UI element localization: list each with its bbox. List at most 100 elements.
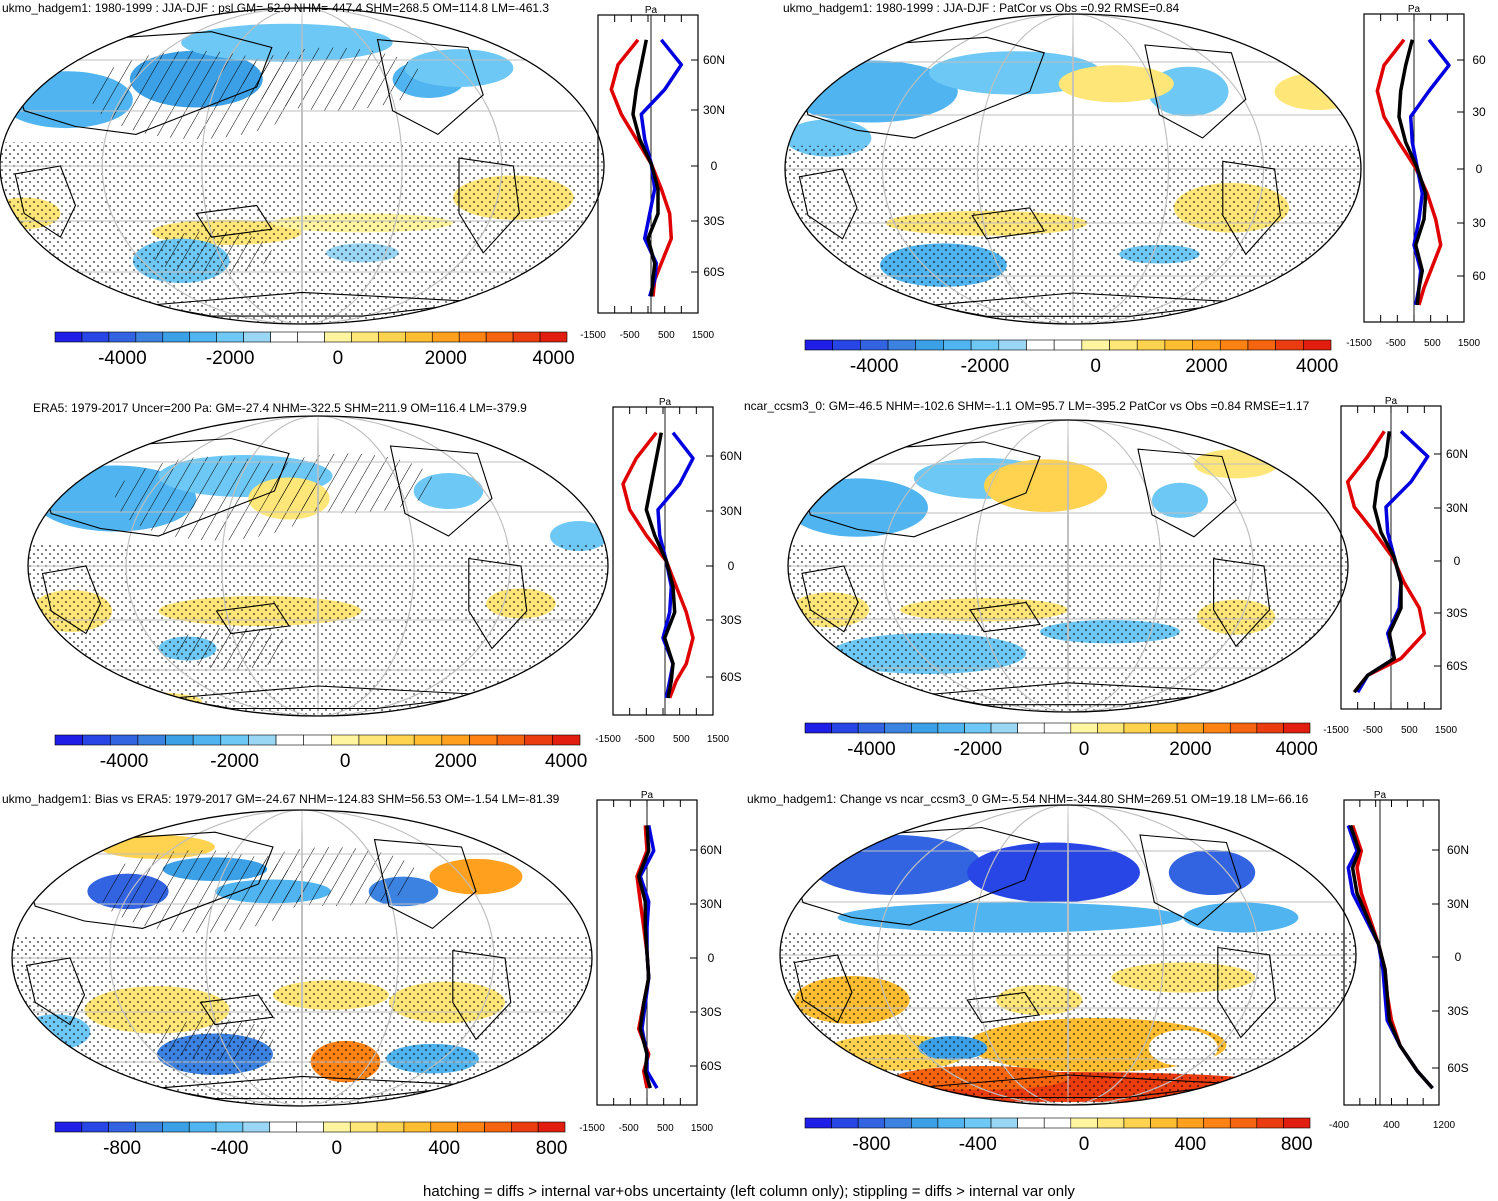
colorbar-swatch: [81, 1121, 109, 1133]
profile-lat-label: 60N: [700, 843, 722, 857]
profile-series-ensemble-mean: [1397, 39, 1428, 306]
longitude-gridline: [882, 420, 1254, 712]
colorbar-tick-label: -2000: [953, 739, 1002, 760]
colorbar-swatch: [269, 1121, 297, 1133]
colorbar-swatch: [162, 331, 191, 343]
profile-lat-label: 0: [1476, 162, 1483, 176]
colorbar-swatch: [1017, 722, 1045, 734]
colorbar-swatch: [1109, 339, 1138, 351]
colorbar-swatch: [405, 331, 433, 343]
profile-lat-label: 30N: [1446, 501, 1468, 515]
colorbar-swatch: [1283, 722, 1311, 734]
profile-value-label: -1500: [1323, 725, 1349, 736]
profile-value-label: -500: [1386, 338, 1406, 349]
colorbar-swatch: [1275, 339, 1304, 351]
profile-series-ensemble-mean: [636, 825, 652, 1089]
profile-series-model: [1375, 38, 1443, 306]
colorbar-tick-label: -4000: [100, 751, 149, 772]
coastline: [468, 557, 528, 650]
colorbar-tick-label: 2000: [1169, 739, 1211, 760]
longitude-gridline: [125, 416, 511, 716]
colorbar-swatch: [1081, 339, 1110, 351]
colorbar-tick-label: -2000: [961, 356, 1010, 377]
profile-value-label: -1500: [580, 330, 606, 341]
colorbar-swatch: [413, 734, 443, 746]
colorbar-tick-label: -4000: [847, 739, 896, 760]
profile-unit-label: Pa: [1385, 396, 1398, 407]
colorbar-swatch: [109, 734, 139, 746]
colorbar-swatch: [108, 331, 137, 343]
profile-lat-label: 30N: [703, 103, 725, 117]
colorbar-swatch: [1136, 339, 1166, 351]
profile-lat-label: 0: [1455, 950, 1462, 964]
colorbar-tick-label: 0: [333, 348, 344, 369]
profile-unit-label: Pa: [645, 5, 658, 16]
profile-unit-label: Pa: [659, 397, 672, 408]
coastline: [389, 445, 493, 537]
colorbar-swatch: [1097, 1117, 1125, 1129]
map-border: [27, 415, 609, 717]
colorbar-tick-label: 2000: [425, 348, 467, 369]
colorbar-swatch: [376, 1121, 405, 1133]
field-anomaly-region: [984, 459, 1108, 512]
longitude-gridline: [876, 805, 1260, 1105]
colorbar-swatch: [1229, 722, 1258, 734]
colorbar-swatch: [431, 331, 460, 343]
longitude-gridline: [201, 8, 403, 324]
colorbar-swatch: [1283, 1117, 1311, 1129]
hatching-overlay: [260, 453, 434, 514]
profile-value-label: -1500: [595, 734, 621, 745]
profile-series-ensemble-mean: [644, 432, 677, 699]
colorbar-swatch: [108, 1121, 136, 1133]
profile-series-observations: [1408, 38, 1451, 306]
field-anomaly-region: [808, 835, 982, 895]
profile-value-label: -1500: [1346, 338, 1372, 349]
colorbar-swatch: [135, 1121, 163, 1133]
profile-series-model: [609, 38, 674, 297]
map-border: [784, 13, 1362, 325]
longitude-gridline: [101, 8, 503, 324]
colorbar-swatch: [54, 331, 83, 343]
longitude-gridline: [976, 14, 1170, 324]
profile-value-label: 500: [1424, 338, 1441, 349]
longitude-gridline: [881, 14, 1265, 324]
field-anomaly-region: [1183, 902, 1299, 933]
colorbar-swatch: [1123, 1117, 1151, 1129]
colorbar-swatch: [1203, 722, 1231, 734]
colorbar-swatch: [1247, 339, 1276, 351]
colorbar-tick-label: 4000: [532, 348, 574, 369]
colorbar-swatch: [323, 1121, 351, 1133]
colorbar-swatch: [964, 1117, 992, 1129]
profile-value-label: -500: [620, 330, 640, 341]
colorbar-swatch: [1219, 339, 1249, 351]
profile-series-observations: [1346, 824, 1434, 1090]
colorbar-swatch: [220, 734, 249, 746]
coastline: [801, 565, 859, 633]
zonal-profile-panel: Pa 60N 30N 0 30S 60S -400 400 1200: [1329, 790, 1469, 1131]
coastline: [793, 826, 1040, 926]
colorbar-tick-label: 0: [1079, 1134, 1090, 1155]
colorbar-swatch: [964, 722, 992, 734]
profile-unit-label: Pa: [641, 790, 654, 801]
map-panel: ncar_ccsm3_0: GM=-46.5 NHM=-102.6 SHM=-1…: [744, 399, 1349, 760]
colorbar-swatch: [469, 734, 498, 746]
colorbar-tick-label: 400: [428, 1138, 460, 1159]
colorbar-swatch: [137, 734, 166, 746]
colorbar-swatch: [162, 1121, 190, 1133]
colorbar-swatch: [1070, 1117, 1098, 1129]
profile-lat-label: 0: [708, 951, 715, 965]
map-border: [11, 809, 593, 1107]
colorbar-swatch: [275, 734, 304, 746]
coastline: [373, 838, 477, 930]
coastline: [1139, 834, 1242, 926]
colorbar-swatch: [1192, 339, 1221, 351]
map-panel: ukmo_hadgem1: Change vs ncar_ccsm3_0 GM=…: [747, 792, 1357, 1155]
colorbar-swatch: [539, 331, 568, 343]
profile-lat-label: 60S: [1447, 1061, 1468, 1075]
profile-lat-label: 0: [728, 559, 735, 573]
longitude-gridline: [1067, 420, 1069, 712]
colorbar-swatch: [884, 722, 912, 734]
coastline: [150, 291, 484, 317]
coastline: [376, 38, 484, 136]
field-anomaly-region: [429, 858, 523, 895]
